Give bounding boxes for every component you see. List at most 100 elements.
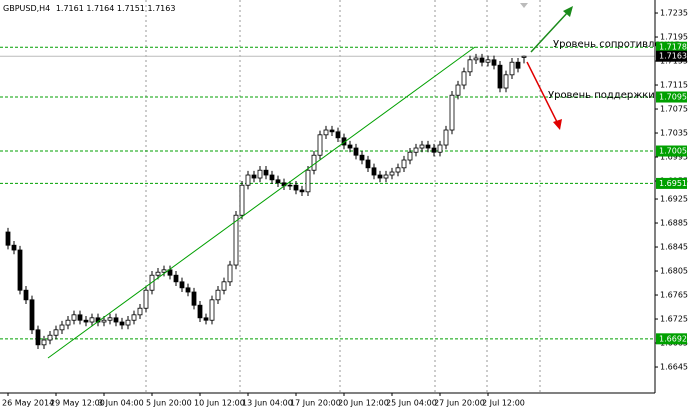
y-tick-label: 1.6925 <box>660 195 688 204</box>
candle-body <box>5 231 11 246</box>
candle-body <box>407 151 413 161</box>
candle-body <box>491 59 497 66</box>
level-label-box <box>656 41 687 53</box>
candle-body <box>191 291 197 306</box>
y-tick-label: 1.6765 <box>660 291 688 300</box>
candle-body <box>479 57 485 63</box>
candle-body <box>41 339 47 346</box>
candle-body <box>107 317 113 321</box>
candle-body <box>293 184 299 191</box>
candle-body <box>185 287 191 293</box>
chart-header: GBPUSD,H4 1.7161 1.7164 1.7151 1.7163 <box>3 4 175 13</box>
candle-body <box>431 147 437 153</box>
trend-line <box>47 46 476 359</box>
candle-body <box>509 61 515 76</box>
candle-body <box>383 174 389 179</box>
candle-body <box>245 174 251 186</box>
y-tick-label: 1.7195 <box>660 33 688 42</box>
candle-body <box>455 84 461 96</box>
candle-body <box>119 321 125 326</box>
candle-body <box>269 174 275 181</box>
support-arrow <box>526 61 562 130</box>
low: 1.7151 <box>117 4 145 13</box>
y-tick-label: 1.7115 <box>660 81 688 90</box>
candle-body <box>239 184 245 216</box>
candle-body <box>305 169 311 193</box>
x-tick-label: 13 Jun 04:00 <box>242 399 293 408</box>
levels <box>0 46 655 340</box>
x-tick-label: 5 Jun 20:00 <box>146 399 192 408</box>
candle-body <box>137 307 143 316</box>
candle-body <box>287 184 293 187</box>
x-tick-label: 17 Jun 20:00 <box>290 399 341 408</box>
level-label: 1.7005 <box>659 147 687 156</box>
x-tick-label: 20 Jun 12:00 <box>338 399 389 408</box>
y-tick-label: 1.6885 <box>660 219 688 228</box>
level-label: 1.7178 <box>659 43 687 52</box>
y-tick-label: 1.6995 <box>660 153 688 162</box>
candle-body <box>155 271 161 276</box>
candle-body <box>443 129 449 146</box>
candle-body <box>515 61 521 69</box>
high: 1.7164 <box>86 4 114 13</box>
candle-body <box>59 324 65 331</box>
x-tick-label: 29 May 12:00 <box>50 399 105 408</box>
candle-body <box>461 71 467 86</box>
candle-body <box>389 171 395 176</box>
x-tick-label: 2 Jul 12:00 <box>482 399 525 408</box>
candle-body <box>53 329 59 336</box>
candle-body <box>275 179 281 184</box>
candle-body <box>485 59 491 63</box>
candle-body <box>371 167 377 176</box>
candle-body <box>317 134 323 156</box>
candles <box>5 53 527 350</box>
candle-body <box>131 314 137 321</box>
symbol: GBPUSD,H4 <box>3 4 50 13</box>
candle-body <box>47 334 53 341</box>
level-label-box <box>656 333 687 345</box>
candle-body <box>197 304 203 319</box>
y-tick-label: 1.6845 <box>660 243 688 252</box>
current-price-label: 1.7163 <box>659 52 687 61</box>
close: 1.7163 <box>147 4 175 13</box>
candle-body <box>143 289 149 309</box>
candle-body <box>473 57 479 61</box>
candle-body <box>449 94 455 131</box>
level-label: 1.6951 <box>659 179 687 188</box>
candle-body <box>173 274 179 283</box>
annotation: Уровень поддержки <box>548 90 655 101</box>
candle-body <box>77 314 83 321</box>
candle-body <box>335 131 341 139</box>
candle-body <box>11 244 17 251</box>
candle-body <box>23 289 29 301</box>
level-label: 1.6692 <box>659 334 687 343</box>
candle-body <box>377 174 383 179</box>
candle-body <box>251 174 257 179</box>
annotation: Уровень сопротивления <box>553 39 680 50</box>
candle-body <box>161 269 167 273</box>
level-label-box <box>656 91 687 103</box>
candle-body <box>71 314 77 321</box>
candle-body <box>365 159 371 169</box>
level-label: 1.7095 <box>659 93 687 102</box>
candle-body <box>347 144 353 149</box>
candle-body <box>233 214 239 266</box>
candle-body <box>215 289 221 301</box>
y-tick-label: 1.6645 <box>660 363 688 372</box>
candle-body <box>89 317 95 323</box>
candle-body <box>113 317 119 323</box>
candle-body <box>167 269 173 276</box>
candle-body <box>17 249 23 291</box>
candle-body <box>83 319 89 323</box>
candle-body <box>257 169 263 179</box>
current-price-box <box>656 50 687 62</box>
axes: 1.72351.71951.71551.71151.70751.70351.69… <box>2 9 688 408</box>
x-tick-label: 10 Jun 12:00 <box>194 399 245 408</box>
y-tick-label: 1.7235 <box>660 9 688 18</box>
candle-body <box>101 319 107 323</box>
candle-body <box>125 319 131 326</box>
y-tick-label: 1.6725 <box>660 315 688 324</box>
candle-body <box>179 281 185 289</box>
